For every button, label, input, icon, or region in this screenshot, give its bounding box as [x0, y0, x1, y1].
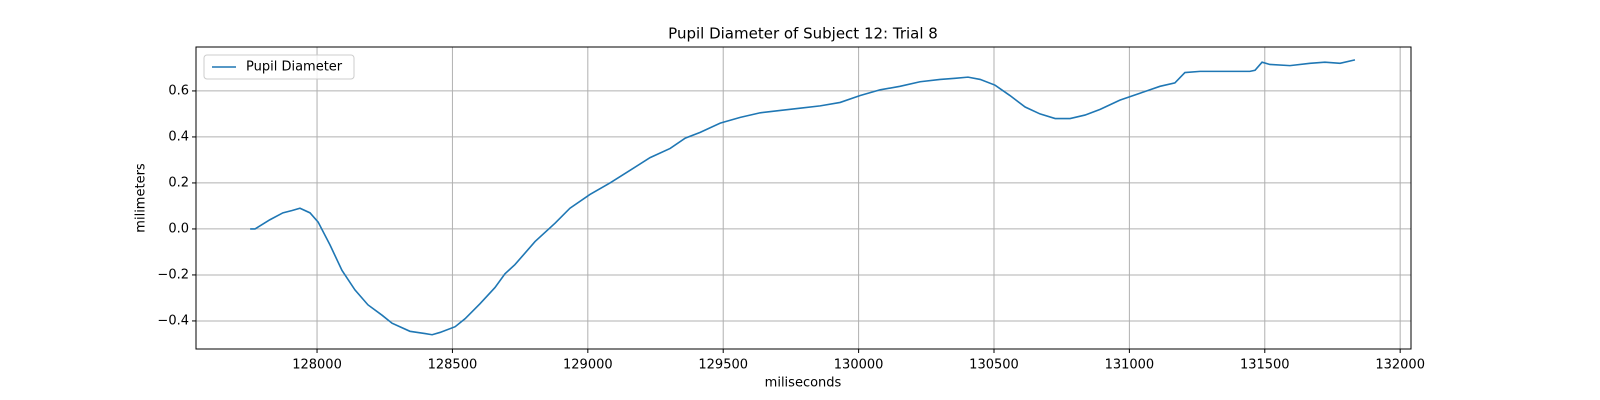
legend-label: Pupil Diameter: [246, 60, 343, 75]
x-tick-label: 130500: [969, 358, 1019, 373]
x-tick-label: 131500: [1240, 358, 1290, 373]
plot-frame: [195, 46, 1412, 350]
x-tick-label: 129500: [698, 358, 748, 373]
y-axis-label: milimeters: [134, 163, 149, 233]
x-tick-label: 130000: [834, 358, 884, 373]
y-tick-label: −0.4: [157, 313, 189, 328]
x-tick-label: 129000: [563, 358, 613, 373]
x-tick-label: 132000: [1375, 358, 1425, 373]
y-tick-label: −0.2: [157, 267, 189, 282]
y-tick-label: 0.6: [168, 83, 189, 98]
x-tick-label: 128500: [428, 358, 478, 373]
y-tick-label: 0.4: [168, 129, 189, 144]
x-axis-label: miliseconds: [765, 376, 842, 391]
data-line: [250, 59, 1356, 336]
y-tick-label: 0.2: [168, 175, 189, 190]
chart-title: Pupil Diameter of Subject 12: Trial 8: [668, 25, 938, 43]
x-tick-label: 128000: [292, 358, 342, 373]
y-tick-label: 0.0: [168, 221, 189, 236]
x-tick-label: 131000: [1105, 358, 1155, 373]
legend-box: [203, 54, 355, 80]
